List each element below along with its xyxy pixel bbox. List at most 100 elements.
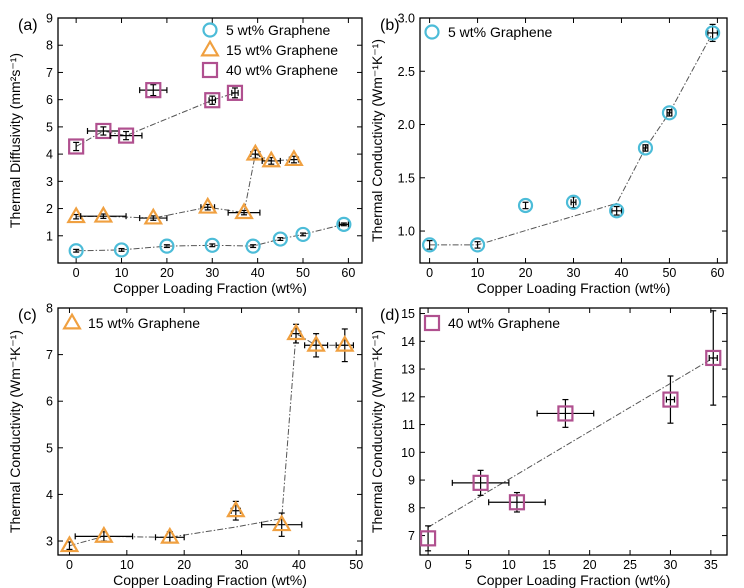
x-tick-label: 0	[73, 266, 80, 280]
x-tick-label: 60	[341, 266, 355, 280]
y-tick-label: 8	[408, 501, 415, 515]
y-tick-label: 10	[401, 446, 415, 460]
data-point	[234, 202, 254, 220]
x-tick-label: 40	[615, 266, 629, 280]
x-tick-label: 0	[426, 266, 433, 280]
data-point	[517, 197, 534, 214]
x-axis-label: Copper Loading Fraction (wt%)	[113, 572, 307, 588]
series	[59, 323, 355, 553]
y-tick-label: 11	[402, 418, 415, 432]
data-point	[272, 231, 288, 247]
x-tick-label: 50	[662, 266, 676, 280]
legend-marker	[423, 314, 441, 332]
data-point	[226, 84, 244, 101]
legend-marker	[201, 61, 219, 79]
data-point	[419, 530, 437, 547]
legend-marker	[424, 24, 440, 40]
x-tick-label: 0	[425, 558, 432, 572]
x-tick-label: 30	[235, 558, 249, 572]
data-point	[705, 349, 722, 367]
panel-a: 0 10 20 30 40 50 60 1 2 3 4 5 6 7 8 9 Copper Loading Fra…	[7, 12, 363, 296]
data-point	[469, 237, 486, 253]
x-tick-label: 50	[296, 266, 310, 280]
legend-label: 15 wt% Graphene	[226, 42, 338, 58]
data-point	[204, 237, 220, 253]
x-tick-label: 30	[205, 266, 219, 280]
data-point	[245, 238, 261, 254]
y-tick-label: 3.0	[398, 12, 415, 26]
legend-label: 15 wt% Graphene	[88, 315, 200, 331]
y-tick-label: 1.0	[398, 225, 415, 239]
y-tick-label: 1	[46, 229, 53, 243]
legend-label: 40 wt% Graphene	[226, 62, 338, 78]
data-point	[335, 334, 355, 352]
data-point	[705, 25, 721, 41]
data-point	[95, 122, 112, 140]
data-point	[143, 207, 164, 225]
legend-label: 5 wt% Graphene	[226, 22, 330, 38]
legend-marker	[202, 22, 218, 38]
data-point	[117, 127, 135, 144]
y-tick-label: 14	[401, 335, 415, 349]
y-tick-label: 7	[408, 529, 415, 543]
data-point	[113, 242, 130, 258]
y-tick-label: 12	[401, 390, 415, 404]
x-tick-label: 15	[542, 558, 556, 572]
legend-label: 5 wt% Graphene	[448, 24, 552, 40]
x-axis-label: Copper Loading Fraction (wt%)	[113, 280, 307, 296]
y-tick-label: 9	[408, 474, 415, 488]
y-tick-label: 8	[46, 39, 53, 53]
x-tick-label: 30	[663, 558, 677, 572]
plot-frame	[419, 17, 728, 264]
data-point	[68, 138, 85, 155]
data-point	[261, 150, 282, 168]
x-tick-label: 30	[567, 266, 581, 280]
y-tick-label: 4	[46, 488, 53, 502]
y-tick-label: 6	[46, 395, 53, 409]
data-point	[336, 216, 352, 232]
data-point	[94, 525, 114, 543]
fit-line	[69, 332, 345, 547]
x-tick-label: 10	[502, 558, 516, 572]
series	[68, 216, 352, 259]
y-tick-label: 2.0	[398, 118, 415, 132]
data-point	[145, 82, 162, 99]
y-tick-label: 8	[46, 302, 53, 316]
data-point	[661, 105, 678, 121]
plot-frame	[419, 307, 728, 556]
data-point	[284, 149, 304, 167]
panel-c: 0 10 20 30 40 50 3 4 5 6 7 8 Copper Loading Fraction…	[7, 302, 363, 588]
panel-label: (d)	[380, 307, 400, 324]
data-point	[197, 196, 218, 214]
x-tick-label: 0	[66, 558, 73, 572]
y-axis-label: Thermal Diffusivity (mm²s⁻¹)	[7, 53, 23, 228]
x-tick-label: 60	[710, 266, 724, 280]
x-axis-label: Copper Loading Fraction (wt%)	[477, 280, 671, 296]
plot-frame	[57, 17, 363, 264]
x-tick-label: 10	[471, 266, 485, 280]
y-tick-label: 9	[46, 12, 53, 26]
series	[419, 310, 722, 552]
x-tick-label: 40	[251, 266, 265, 280]
x-tick-label: 20	[177, 558, 191, 572]
data-point	[508, 494, 526, 511]
y-axis-label: Thermal Conductivity (Wm⁻¹K⁻¹)	[369, 39, 385, 242]
x-tick-label: 20	[160, 266, 174, 280]
legend-marker	[200, 39, 220, 57]
x-tick-label: 20	[519, 266, 533, 280]
data-point	[68, 243, 84, 259]
y-tick-label: 13	[401, 363, 415, 377]
y-tick-label: 2.5	[398, 65, 415, 79]
x-tick-label: 10	[120, 558, 134, 572]
data-point	[557, 405, 574, 422]
data-point	[295, 226, 311, 243]
y-tick-label: 3	[46, 535, 53, 549]
data-point	[59, 535, 80, 553]
plot-frame	[57, 307, 363, 556]
data-point	[159, 238, 175, 254]
data-point	[160, 526, 180, 544]
fit-line	[76, 153, 294, 219]
data-point	[421, 237, 438, 253]
